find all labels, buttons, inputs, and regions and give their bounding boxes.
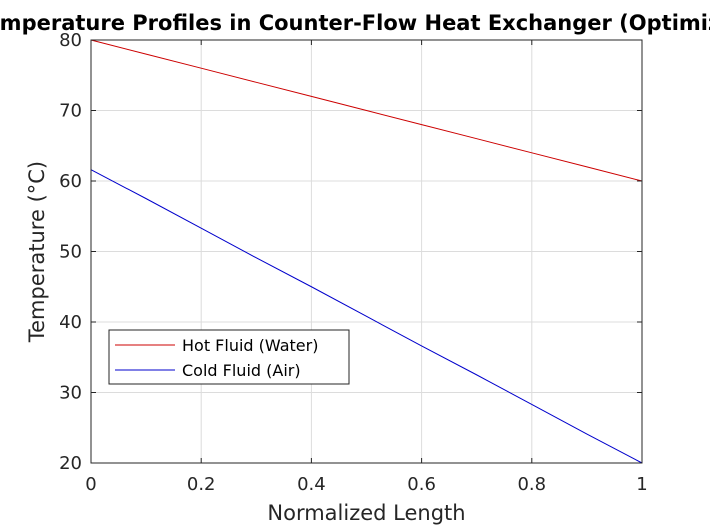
x-tick-label: 0 xyxy=(85,474,96,495)
series-lines xyxy=(90,39,643,464)
x-tick-label: 0.8 xyxy=(517,474,546,495)
y-tick-label: 70 xyxy=(59,101,82,122)
x-tick-label: 0.4 xyxy=(297,474,326,495)
legend-items: Hot Fluid (Water) Cold Fluid (Air) xyxy=(115,336,318,380)
chart-title: Temperature Profiles in Counter-Flow Hea… xyxy=(0,11,710,35)
series-line xyxy=(90,169,643,464)
y-tick-label: 20 xyxy=(59,453,82,474)
x-tick-label: 0.6 xyxy=(407,474,436,495)
y-tick-label: 30 xyxy=(59,383,82,404)
legend-label: Hot Fluid (Water) xyxy=(182,336,318,355)
x-tick-label: 0.2 xyxy=(187,474,216,495)
y-tick-label: 80 xyxy=(59,30,82,51)
y-tick-label: 50 xyxy=(59,242,82,263)
legend: Hot Fluid (Water) Cold Fluid (Air) xyxy=(108,329,350,385)
x-tick-label: 1 xyxy=(636,474,647,495)
x-axis-title: Normalized Length xyxy=(267,501,465,525)
legend-label: Cold Fluid (Air) xyxy=(182,361,301,380)
legend-box xyxy=(108,329,350,385)
y-tick-label: 60 xyxy=(59,171,82,192)
series-line xyxy=(90,39,643,182)
y-tick-label: 40 xyxy=(59,312,82,333)
axis-ticks: 0 0.2 0.4 0.6 0.8 1 20 30 40 50 60 70 80 xyxy=(59,30,648,495)
y-axis-title: Temperature (°C) xyxy=(25,161,49,343)
